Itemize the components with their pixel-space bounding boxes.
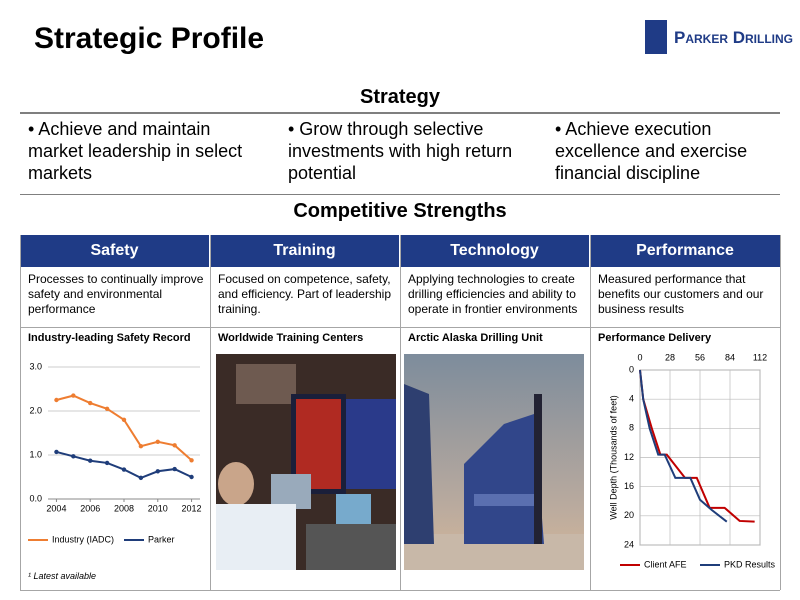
x-tick-label: 56 (695, 352, 705, 362)
border (20, 235, 21, 590)
column-header: Performance (590, 235, 780, 267)
point (71, 454, 76, 459)
footnote: ¹ Latest available (28, 571, 97, 581)
x-tick-label: 2004 (46, 503, 66, 513)
column-text: Measured performance that benefits our c… (598, 272, 764, 316)
point (189, 458, 194, 463)
point (189, 474, 194, 480)
rule (20, 112, 780, 114)
point (71, 393, 76, 398)
legend-label: Industry (IADC) (52, 534, 114, 544)
x-tick-label: 2008 (114, 503, 134, 513)
column-header: Training (210, 235, 400, 267)
column-header: Safety (20, 235, 210, 267)
column-header: Technology (400, 235, 590, 267)
column-text: Processes to continually improve safety … (28, 272, 204, 316)
column-text: Focused on competence, safety, and effic… (218, 272, 391, 316)
y-tick-label: 12 (624, 452, 634, 462)
safety-chart: 0.0 1.0 2.0 3.0 2004 2006 2008 2010 2012 Industry… (28, 361, 202, 544)
x-tick-label: 2006 (80, 503, 100, 513)
strategy-item: • Grow through selective investments wit… (288, 119, 513, 183)
point (155, 439, 160, 444)
point (138, 475, 144, 481)
y-tick-label: 0 (629, 364, 634, 374)
strategy-heading: Strategy (359, 86, 441, 108)
series-line (639, 369, 755, 523)
point (104, 406, 110, 411)
strengths-heading: Competitive Strengths (293, 200, 507, 222)
point (138, 444, 144, 449)
column-caption: Arctic Alaska Drilling Unit (408, 332, 543, 344)
slide-title: Strategic Profile (34, 22, 265, 55)
point (155, 469, 160, 474)
x-tick-label: 2012 (182, 503, 202, 513)
point (104, 460, 110, 466)
y-tick-label: 3.0 (29, 361, 42, 371)
point (88, 458, 93, 463)
legend-label: Parker (148, 534, 175, 544)
point (121, 467, 127, 472)
y-tick-label: 2.0 (29, 405, 42, 415)
column-caption: Industry-leading Safety Record (28, 332, 191, 344)
series-line (639, 369, 728, 523)
y-tick-label: 4 (629, 394, 634, 404)
y-tick-label: 8 (629, 423, 634, 433)
column-caption: Worldwide Training Centers (218, 332, 364, 344)
x-tick-label: 2010 (148, 503, 168, 513)
legend-label: PKD Results (724, 559, 776, 569)
strategy-item: • Achieve execution excellence and exerc… (555, 119, 748, 183)
border (400, 235, 401, 590)
rig-photo (404, 354, 584, 570)
rule (20, 194, 780, 195)
x-tick-label: 0 (637, 352, 642, 362)
logo-icon (645, 20, 667, 54)
border (210, 235, 211, 590)
border (590, 235, 591, 590)
series-line (56, 450, 192, 479)
legend-label: Client AFE (644, 559, 687, 569)
point (121, 417, 127, 422)
x-tick-label: 84 (725, 352, 735, 362)
column-caption: Performance Delivery (598, 332, 712, 344)
border (780, 235, 781, 590)
x-tick-label: 28 (665, 352, 675, 362)
point (172, 443, 177, 448)
y-axis-label: Well Depth (Thousands of feet) (608, 395, 618, 519)
y-tick-label: 20 (624, 510, 634, 520)
logo-text: Parker Drilling (674, 28, 794, 47)
point (88, 400, 93, 406)
point (54, 397, 59, 403)
y-tick-label: 0.0 (29, 493, 42, 503)
border (20, 590, 780, 591)
strategy-item: • Achieve and maintain market leadership… (28, 119, 243, 183)
point (172, 466, 177, 472)
depth-chart: 0 4 8 12 16 20 24 0 28 56 84 112 Well Depth (Thousan… (608, 352, 776, 569)
training-photo (216, 354, 396, 570)
y-tick-label: 16 (624, 481, 634, 491)
point (54, 449, 59, 455)
y-tick-label: 24 (624, 539, 634, 549)
y-tick-label: 1.0 (29, 449, 42, 459)
x-tick-label: 112 (753, 352, 767, 362)
series-line (56, 394, 193, 462)
column-text: Applying technologies to create drilling… (408, 272, 578, 316)
